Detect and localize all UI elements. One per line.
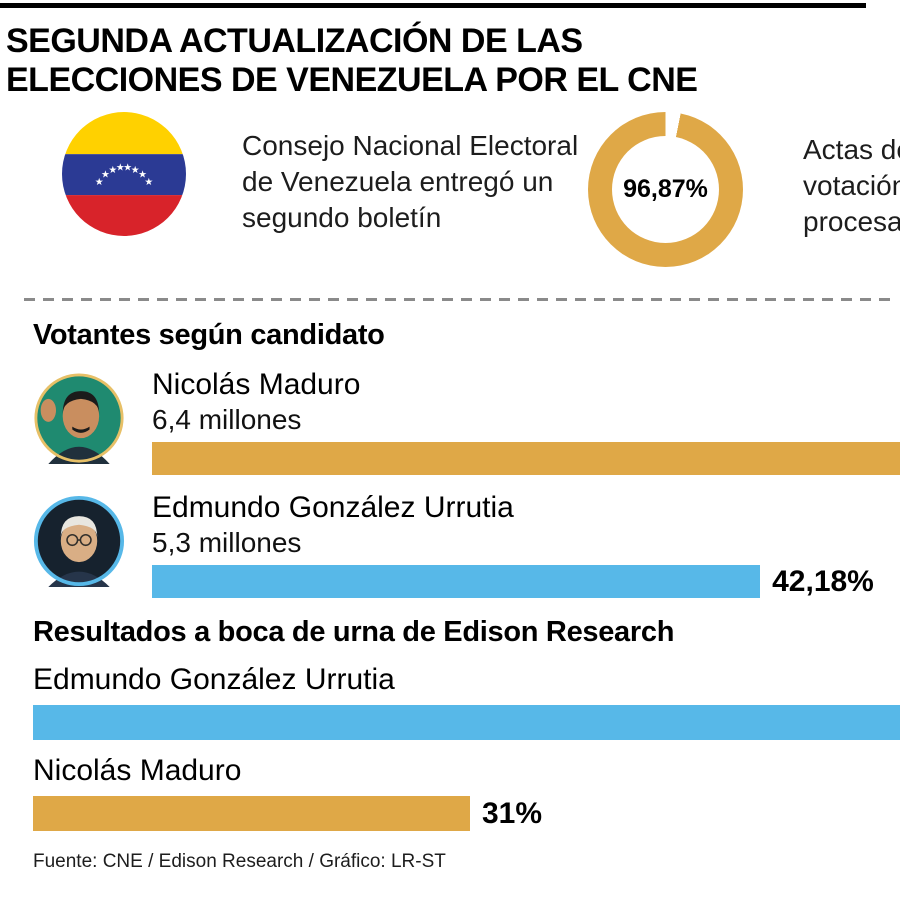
exit-poll-row-gonzalez: Edmundo González Urrutia (33, 663, 900, 740)
donut-label: Actas de votación procesadas (803, 134, 900, 237)
candidate-name: Edmundo González Urrutia (33, 663, 395, 696)
edison-maduro-bar (33, 796, 470, 831)
gonzalez-bar (152, 565, 761, 598)
top-rule (0, 3, 866, 8)
candidate-votes: 6,4 millones (152, 404, 302, 435)
candidate-main: Nicolás Maduro 6,4 millones (152, 368, 900, 475)
edison-gonzalez-bar (33, 705, 900, 740)
exit-poll-section-title: Resultados a boca de urna de Edison Rese… (33, 616, 675, 648)
donut-chart: 96,87% (588, 112, 743, 267)
candidate-row-gonzalez: Edmundo González Urrutia 5,3 millones 42… (33, 491, 900, 598)
bar-value-label: 31% (481, 796, 542, 830)
candidate-name: Nicolás Maduro (152, 368, 361, 401)
venezuela-flag-icon: ★★★ ★★★ ★★ (62, 112, 186, 236)
bar-row: 31% (33, 796, 900, 831)
svg-text:★: ★ (116, 162, 125, 173)
maduro-bar (152, 442, 900, 475)
gonzalez-photo (33, 495, 125, 587)
svg-text:★: ★ (144, 177, 153, 188)
bar-row (152, 442, 900, 475)
svg-text:★: ★ (101, 170, 110, 181)
intro-text: Consejo Nacional Electoral de Venezuela … (242, 130, 579, 233)
candidate-votes: 5,3 millones (152, 527, 302, 558)
donut-center-value: 96,87% (612, 136, 719, 243)
page-title: SEGUNDA ACTUALIZACIÓN DE LAS ELECCIONES … (6, 22, 900, 100)
bar-value-label: 42,18% (772, 564, 874, 598)
svg-text:★: ★ (108, 165, 117, 176)
svg-text:★: ★ (131, 165, 140, 176)
svg-text:★: ★ (123, 162, 132, 173)
maduro-photo (34, 373, 124, 464)
page-title-line2: ELECCIONES DE VENEZUELA POR EL CNE (6, 61, 698, 99)
candidate-name: Nicolás Maduro (33, 754, 242, 787)
bar-row (33, 705, 900, 740)
candidate-name: Edmundo González Urrutia (152, 491, 514, 524)
candidate-row-maduro: Nicolás Maduro 6,4 millones (33, 368, 900, 475)
exit-poll-row-maduro: Nicolás Maduro 31% (33, 754, 900, 831)
page-title-line1: SEGUNDA ACTUALIZACIÓN DE LAS (6, 22, 583, 60)
svg-text:★: ★ (138, 170, 147, 181)
candidate-main: Edmundo González Urrutia 5,3 millones 42… (152, 491, 900, 598)
bar-row: 42,18% (152, 565, 900, 598)
voters-section-title: Votantes según candidato (33, 319, 385, 351)
dashed-divider (24, 298, 892, 301)
svg-text:★: ★ (95, 177, 104, 188)
source-credit: Fuente: CNE / Edison Research / Gráfico:… (33, 851, 446, 872)
intro-band: ★ ★ ★ ★ ★ ★ ★ ★ Consejo Nacional Electoral de… (0, 112, 900, 282)
